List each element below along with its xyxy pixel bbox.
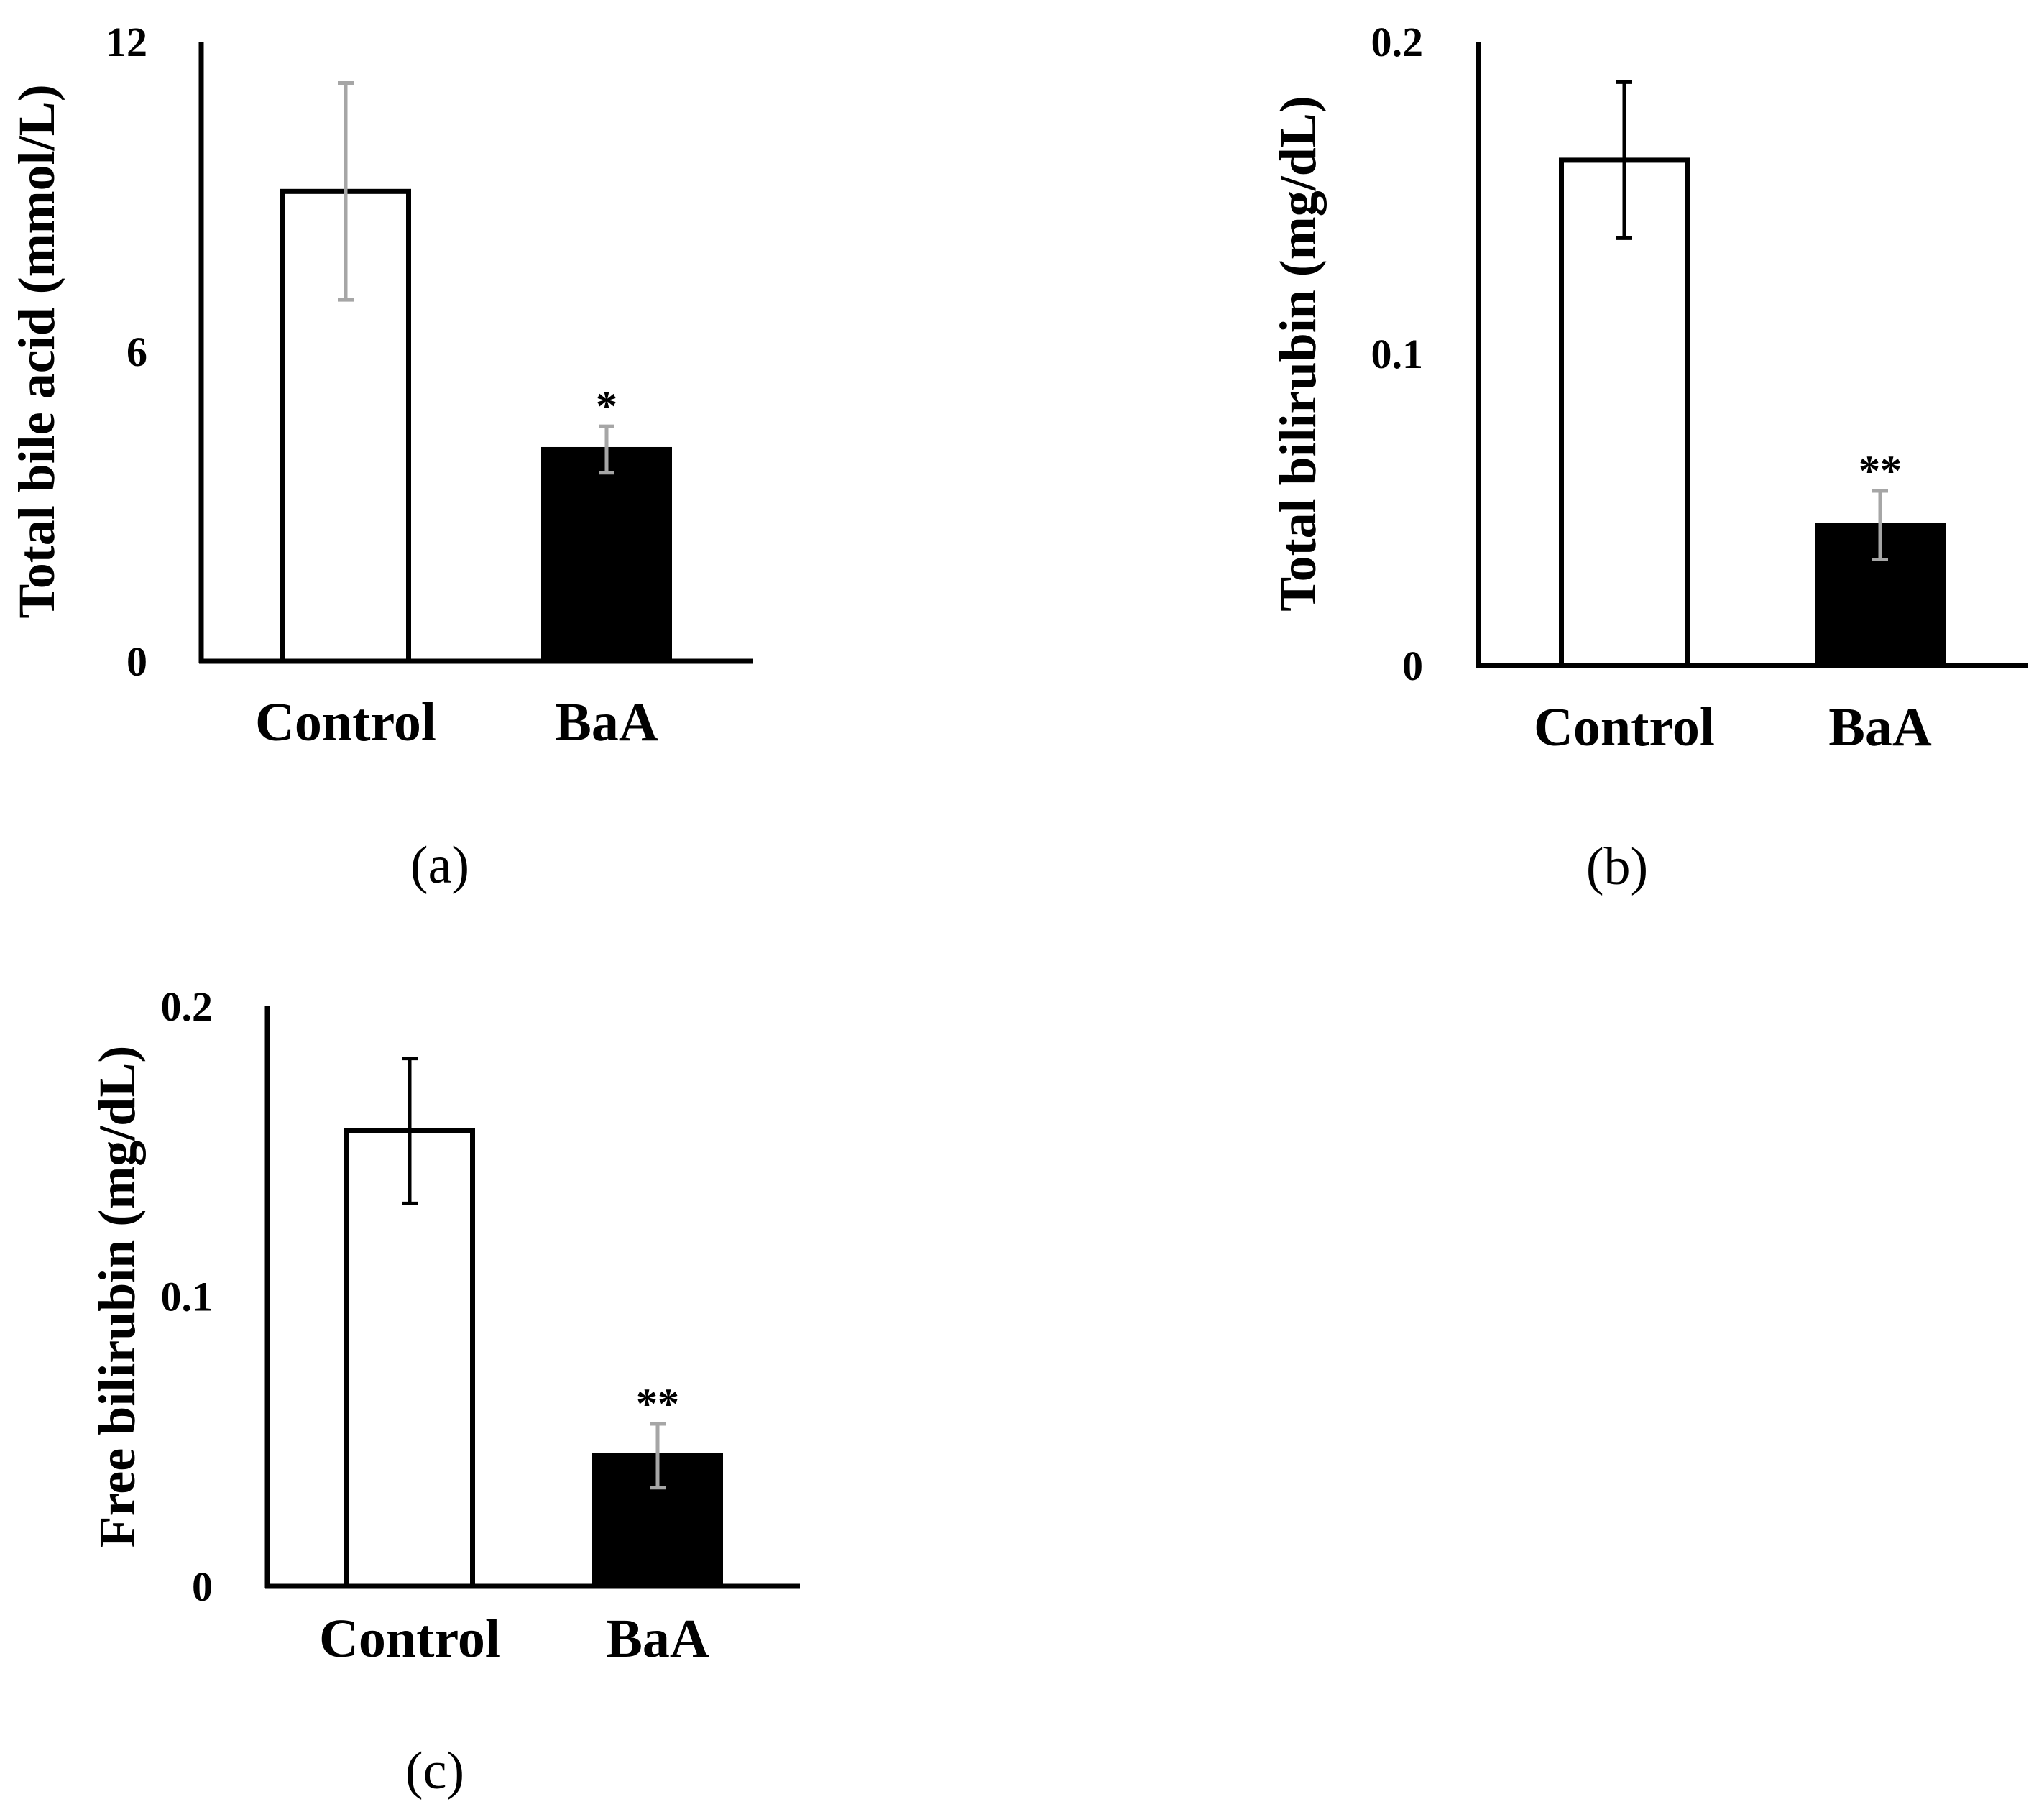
y-axis-label: Total bilirubin (mg/dL) xyxy=(1269,96,1327,612)
x-category-label: Control xyxy=(255,692,436,753)
chart-panel-c: ** 0 0.1 0.2 Control BaA Free bilirubin (mg/dL… xyxy=(88,983,800,1800)
y-tick-label: 6 xyxy=(126,328,147,375)
significance-mark: * xyxy=(596,382,617,430)
bar-control xyxy=(344,1128,475,1589)
y-tick-label: 12 xyxy=(106,19,147,65)
bar-baa xyxy=(541,446,672,664)
y-tick-label: 0.1 xyxy=(161,1274,213,1320)
y-tick-label: 0 xyxy=(192,1563,213,1610)
significance-mark: ** xyxy=(636,1380,679,1427)
error-bar-baa xyxy=(650,1422,666,1490)
chart-panel-b: ** 0 0.1 0.2 Control BaA Total bilirubin (mg/d… xyxy=(1269,19,2028,896)
error-bar-baa xyxy=(599,424,614,475)
y-axis-label: Free bilirubin (mg/dL) xyxy=(88,1046,146,1548)
y-tick-label: 0.2 xyxy=(1371,19,1424,65)
x-category-label: BaA xyxy=(606,1609,709,1669)
y-axis-label: Total bile acid (mmol/L) xyxy=(8,84,65,618)
error-bar-control xyxy=(338,80,354,302)
panel-label: (b) xyxy=(1586,837,1648,896)
panel-label: (a) xyxy=(410,836,469,895)
error-bar-control xyxy=(402,1057,418,1205)
y-tick-label: 0.1 xyxy=(1371,331,1424,377)
error-bar-baa xyxy=(1872,489,1888,561)
y-tick-label: 0 xyxy=(126,638,147,685)
error-bar-control xyxy=(1616,80,1632,240)
panel-label: (c) xyxy=(405,1742,464,1800)
x-category-label: BaA xyxy=(1828,697,1932,758)
y-tick-label: 0 xyxy=(1402,643,1423,689)
significance-mark: ** xyxy=(1859,447,1902,494)
x-category-label: Control xyxy=(1534,697,1715,758)
x-category-label: Control xyxy=(319,1609,500,1669)
chart-panel-a: * 0 6 12 Control BaA Total bile acid (mmol/L) (… xyxy=(8,19,753,895)
y-tick-label: 0.2 xyxy=(161,983,213,1030)
x-category-label: BaA xyxy=(555,692,658,753)
